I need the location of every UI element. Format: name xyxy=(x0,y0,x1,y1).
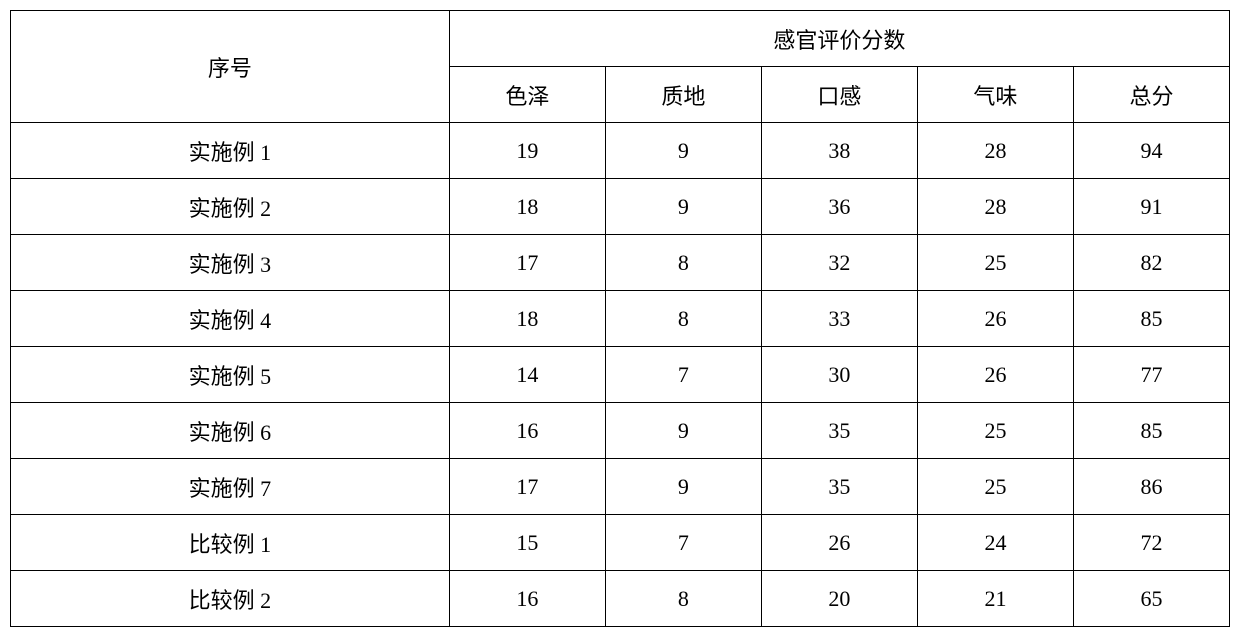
table-row: 实施例 5 14 7 30 26 77 xyxy=(11,347,1230,403)
cell-aroma: 21 xyxy=(917,571,1073,627)
row-label: 比较例 2 xyxy=(11,571,450,627)
cell-aroma: 25 xyxy=(917,235,1073,291)
table-row: 实施例 4 18 8 33 26 85 xyxy=(11,291,1230,347)
cell-total: 85 xyxy=(1073,403,1229,459)
row-label: 实施例 3 xyxy=(11,235,450,291)
cell-taste: 20 xyxy=(761,571,917,627)
sensory-evaluation-table: 序号 感官评价分数 色泽 质地 口感 气味 总分 实施例 1 19 9 38 2… xyxy=(10,10,1230,627)
cell-aroma: 28 xyxy=(917,179,1073,235)
row-label: 比较例 1 xyxy=(11,515,450,571)
cell-color: 16 xyxy=(449,403,605,459)
cell-total: 85 xyxy=(1073,291,1229,347)
cell-texture: 9 xyxy=(605,179,761,235)
cell-total: 82 xyxy=(1073,235,1229,291)
cell-taste: 38 xyxy=(761,123,917,179)
cell-total: 72 xyxy=(1073,515,1229,571)
cell-texture: 9 xyxy=(605,459,761,515)
cell-color: 18 xyxy=(449,291,605,347)
table-header: 序号 感官评价分数 色泽 质地 口感 气味 总分 xyxy=(11,11,1230,123)
cell-texture: 9 xyxy=(605,403,761,459)
cell-aroma: 25 xyxy=(917,403,1073,459)
cell-total: 86 xyxy=(1073,459,1229,515)
row-label: 实施例 7 xyxy=(11,459,450,515)
header-aroma: 气味 xyxy=(917,67,1073,123)
table-row: 实施例 3 17 8 32 25 82 xyxy=(11,235,1230,291)
table-body: 实施例 1 19 9 38 28 94 实施例 2 18 9 36 28 91 … xyxy=(11,123,1230,627)
row-label: 实施例 4 xyxy=(11,291,450,347)
cell-texture: 8 xyxy=(605,571,761,627)
cell-taste: 26 xyxy=(761,515,917,571)
cell-color: 18 xyxy=(449,179,605,235)
table-row: 实施例 2 18 9 36 28 91 xyxy=(11,179,1230,235)
header-taste: 口感 xyxy=(761,67,917,123)
header-sequence: 序号 xyxy=(11,11,450,123)
cell-color: 19 xyxy=(449,123,605,179)
cell-taste: 35 xyxy=(761,459,917,515)
cell-color: 16 xyxy=(449,571,605,627)
cell-taste: 36 xyxy=(761,179,917,235)
cell-total: 94 xyxy=(1073,123,1229,179)
row-label: 实施例 5 xyxy=(11,347,450,403)
cell-aroma: 26 xyxy=(917,347,1073,403)
cell-aroma: 28 xyxy=(917,123,1073,179)
row-label: 实施例 6 xyxy=(11,403,450,459)
table-row: 实施例 1 19 9 38 28 94 xyxy=(11,123,1230,179)
cell-texture: 8 xyxy=(605,291,761,347)
cell-color: 17 xyxy=(449,459,605,515)
table-row: 比较例 1 15 7 26 24 72 xyxy=(11,515,1230,571)
header-total: 总分 xyxy=(1073,67,1229,123)
cell-aroma: 25 xyxy=(917,459,1073,515)
row-label: 实施例 1 xyxy=(11,123,450,179)
cell-total: 91 xyxy=(1073,179,1229,235)
table-row: 比较例 2 16 8 20 21 65 xyxy=(11,571,1230,627)
cell-total: 65 xyxy=(1073,571,1229,627)
cell-taste: 33 xyxy=(761,291,917,347)
cell-texture: 8 xyxy=(605,235,761,291)
cell-texture: 9 xyxy=(605,123,761,179)
cell-taste: 30 xyxy=(761,347,917,403)
cell-aroma: 24 xyxy=(917,515,1073,571)
table-row: 实施例 6 16 9 35 25 85 xyxy=(11,403,1230,459)
table-row: 实施例 7 17 9 35 25 86 xyxy=(11,459,1230,515)
cell-texture: 7 xyxy=(605,515,761,571)
cell-color: 17 xyxy=(449,235,605,291)
row-label: 实施例 2 xyxy=(11,179,450,235)
cell-taste: 35 xyxy=(761,403,917,459)
cell-taste: 32 xyxy=(761,235,917,291)
header-texture: 质地 xyxy=(605,67,761,123)
header-row-1: 序号 感官评价分数 xyxy=(11,11,1230,67)
cell-color: 14 xyxy=(449,347,605,403)
header-group: 感官评价分数 xyxy=(449,11,1229,67)
cell-total: 77 xyxy=(1073,347,1229,403)
cell-color: 15 xyxy=(449,515,605,571)
cell-aroma: 26 xyxy=(917,291,1073,347)
header-color: 色泽 xyxy=(449,67,605,123)
cell-texture: 7 xyxy=(605,347,761,403)
